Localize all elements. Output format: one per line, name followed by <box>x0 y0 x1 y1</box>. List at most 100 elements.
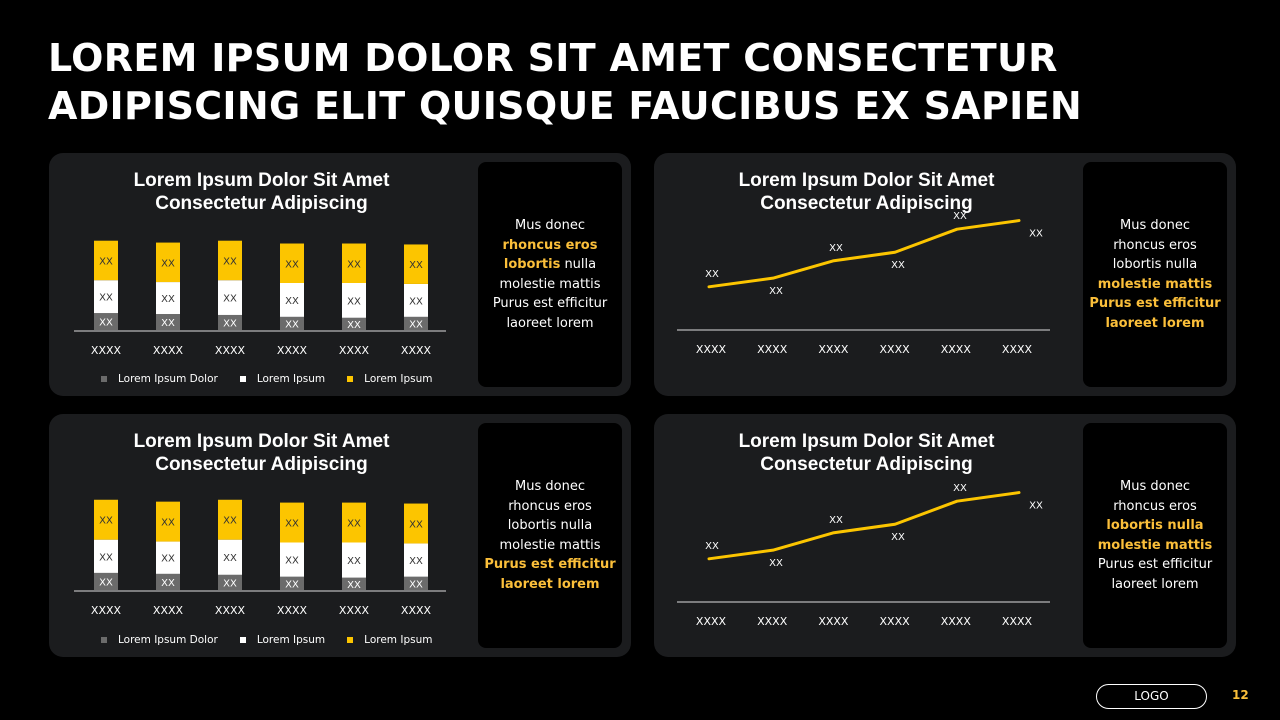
line-data-label: XX <box>769 286 783 297</box>
x-tick-label: XXXX <box>215 604 246 617</box>
legend-label: Lorem Ipsum <box>364 634 433 646</box>
side-text-line: Mus donec <box>515 479 585 494</box>
bar-data-label: XX <box>223 516 237 527</box>
bar-segment <box>94 539 118 573</box>
bar-segment <box>404 503 428 544</box>
bar-segment <box>218 499 242 540</box>
bar-segment <box>404 244 428 284</box>
bar-segment <box>280 316 304 330</box>
bar-data-label: XX <box>161 258 175 269</box>
side-text-line: lobortis nulla <box>1112 257 1198 272</box>
bar-segment <box>156 282 180 315</box>
bar-segment <box>342 542 366 578</box>
side-text-line: Purus est efficitur <box>1097 557 1213 572</box>
x-tick-label: XXXX <box>941 615 972 628</box>
x-tick-label: XXXX <box>1002 343 1033 356</box>
line-data-label: XX <box>769 558 783 569</box>
bar-data-label: XX <box>347 556 361 567</box>
line-data-label: XX <box>1029 501 1043 512</box>
chart-title-line-1: Lorem Ipsum Dolor Sit Amet <box>738 170 995 191</box>
x-tick-label: XXXX <box>818 615 849 628</box>
x-tick-label: XXXX <box>757 615 788 628</box>
highlight-text: lobortis <box>503 257 561 272</box>
page-number: 12 <box>1232 688 1249 702</box>
legend-item: Lorem Ipsum <box>347 634 432 646</box>
bar-data-label: XX <box>409 579 423 590</box>
bar-data-label: XX <box>285 319 299 330</box>
bar-segment <box>280 243 304 283</box>
x-tick-label: XXXX <box>401 604 432 617</box>
legend-swatch <box>347 637 354 643</box>
line-data-label: XX <box>829 243 843 254</box>
side-text-line: lobortis nulla <box>1106 518 1204 533</box>
bar-segment <box>218 240 242 281</box>
legend-label: Lorem Ipsum Dolor <box>118 373 218 385</box>
side-text-line: Purus est efficitur <box>484 557 616 572</box>
bar-data-label: XX <box>285 296 299 307</box>
x-tick-label: XXXX <box>339 344 370 357</box>
bar-data-label: XX <box>161 318 175 329</box>
bar-segment <box>218 574 242 590</box>
side-text-line: rhoncus eros <box>1113 498 1197 514</box>
bar-segment <box>342 317 366 330</box>
legend-swatch <box>101 376 107 382</box>
bar-data-label: XX <box>347 296 361 307</box>
x-tick-label: XXXX <box>91 344 122 357</box>
bar-segment <box>218 314 242 330</box>
bar-segment <box>404 576 428 590</box>
bar-segment <box>156 501 180 542</box>
x-tick-label: XXXX <box>880 343 911 356</box>
chart-area: Lorem Ipsum Dolor Sit Amet Consectetur A… <box>49 414 474 657</box>
side-text-line: rhoncus eros <box>1113 237 1197 253</box>
bar-segment <box>404 283 428 317</box>
bar-segment <box>404 543 428 577</box>
bar-segment <box>342 243 366 283</box>
chart-title: Lorem Ipsum Dolor Sit Amet Consectetur A… <box>49 430 474 476</box>
x-tick-label: XXXX <box>91 604 122 617</box>
bar-segment <box>156 573 180 590</box>
legend-label: Lorem Ipsum <box>256 634 326 646</box>
side-text-line: laoreet lorem <box>500 576 600 592</box>
side-text-line: laoreet lorem <box>506 315 594 331</box>
x-tick-label: XXXX <box>277 604 308 617</box>
side-text-line: lobortis nulla <box>507 518 593 533</box>
side-text-line: Mus donec <box>515 218 585 233</box>
slide-title: LOREM IPSUM DOLOR SIT AMET CONSECTETUR A… <box>48 34 1228 130</box>
legend-label: Lorem Ipsum <box>256 373 326 385</box>
bar-segment <box>94 499 118 540</box>
side-text-line: Purus est efficitur <box>492 296 608 311</box>
chart-area: Lorem Ipsum Dolor Sit Amet Consectetur A… <box>654 153 1079 396</box>
side-text-line: Mus donec <box>1120 479 1190 494</box>
x-tick-label: XXXX <box>153 604 184 617</box>
legend-item: Lorem Ipsum <box>239 373 326 385</box>
logo: LOGO <box>1096 684 1207 709</box>
bar-chart-panel-top: Lorem Ipsum Dolor Sit Amet Consectetur A… <box>49 153 631 396</box>
x-tick-label: XXXX <box>880 615 911 628</box>
chart-legend: Lorem Ipsum Dolor Lorem Ipsum Lorem Ipsum <box>101 371 454 387</box>
chart-title-line-1: Lorem Ipsum Dolor Sit Amet <box>738 431 995 452</box>
bar-segment <box>156 314 180 330</box>
x-tick-label: XXXX <box>941 343 972 356</box>
x-tick-label: XXXX <box>215 344 246 357</box>
chart-legend: Lorem Ipsum Dolor Lorem Ipsum Lorem Ipsum <box>101 632 454 648</box>
bar-data-label: XX <box>285 556 299 567</box>
line-data-label: XX <box>1029 229 1043 240</box>
bar-data-label: XX <box>223 318 237 329</box>
bar-chart-panel-bottom: Lorem Ipsum Dolor Sit Amet Consectetur A… <box>49 414 631 657</box>
legend-item: Lorem Ipsum Dolor <box>101 373 218 385</box>
side-text-box: Mus donec rhoncus eros lobortis nulla moles… <box>478 423 622 648</box>
bar-segment <box>156 242 180 283</box>
bar-data-label: XX <box>285 579 299 590</box>
bar-data-label: XX <box>161 554 175 565</box>
bar-segment <box>280 542 304 577</box>
side-text-line: lobortis nulla <box>504 255 596 275</box>
bar-segment <box>280 576 304 590</box>
line-data-label: XX <box>705 541 719 552</box>
chart-title-line-2: Consectetur Adipiscing <box>155 193 368 214</box>
bar-data-label: XX <box>409 319 423 330</box>
side-text-line: Mus donec <box>1120 218 1190 233</box>
bar-segment <box>156 541 180 574</box>
bar-segment <box>218 280 242 315</box>
slide-title-line-1: LOREM IPSUM DOLOR SIT AMET CONSECTETUR <box>48 36 1058 80</box>
side-text-line: molestie mattis <box>499 537 601 553</box>
